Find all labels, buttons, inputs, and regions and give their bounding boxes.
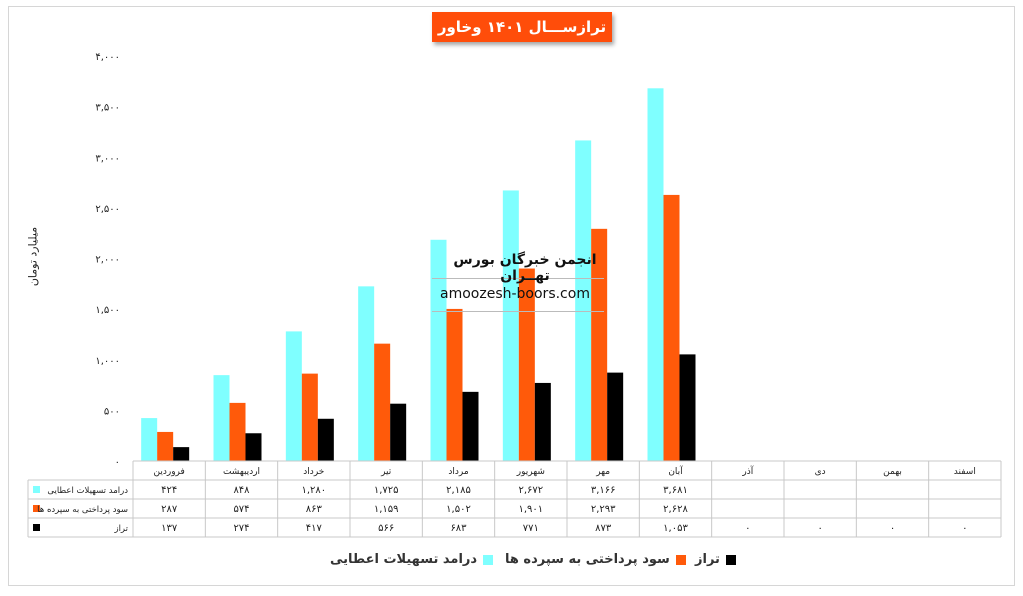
category-label: آبان xyxy=(668,465,683,477)
table-series-swatch-2 xyxy=(33,505,40,512)
table-cell-value: ۱,۹۰۱ xyxy=(518,504,543,515)
table-cell-value: ۲,۶۷۲ xyxy=(518,485,543,496)
table-cell-value: ۲,۲۹۳ xyxy=(591,504,616,515)
category-label: آذر xyxy=(741,465,753,477)
table-cell-value: ۰ xyxy=(817,523,822,534)
table-cell-value: ۳,۱۶۶ xyxy=(591,485,616,496)
table-cell-value: ۶۸۳ xyxy=(450,523,467,534)
table-series-swatch-1 xyxy=(33,486,40,493)
table-cell-value: ۱,۵۰۲ xyxy=(446,504,471,515)
bar-1-7 xyxy=(575,140,592,461)
bar-1-3 xyxy=(285,331,302,461)
category-label: خرداد xyxy=(303,467,324,477)
table-cell-value: ۲۸۷ xyxy=(161,504,178,515)
bar-3-2 xyxy=(245,433,262,461)
table-cell-value: ۰ xyxy=(745,523,750,534)
table-cell-value: ۲۷۴ xyxy=(233,523,249,534)
bar-1-1 xyxy=(141,418,158,461)
table-cell-value: ۴۱۷ xyxy=(306,523,323,534)
bar-1-8 xyxy=(647,88,664,461)
table-cell-value: ۵۶۶ xyxy=(378,523,394,534)
category-label: مهر xyxy=(595,467,610,477)
category-label: دی xyxy=(815,467,826,477)
table-series-swatch-3 xyxy=(33,524,40,531)
category-label: بهمن xyxy=(883,467,902,477)
table-cell-value: ۱,۰۵۳ xyxy=(663,523,688,534)
bar-1-4 xyxy=(358,286,375,461)
y-tick-label: ۵۰۰ xyxy=(104,406,120,417)
table-cell-value: ۱,۱۵۹ xyxy=(374,504,399,515)
y-tick-label: ۰ xyxy=(115,457,120,468)
legend-label-deposit-interest: سود پرداختی به سپرده ها xyxy=(505,552,670,567)
legend-item-deposit-interest: سود پرداختی به سپرده ها xyxy=(505,552,686,567)
legend-item-balance: تراز xyxy=(695,552,736,567)
watermark-org-name: انجمن خبرگان بورس تهــران xyxy=(453,252,597,284)
bar-1-6 xyxy=(502,190,519,461)
chart-title: ترازســـال ۱۴۰۱ وخاور xyxy=(432,12,612,42)
legend-label-balance: تراز xyxy=(695,552,720,567)
bar-2-1 xyxy=(157,431,174,461)
watermark-rule-bottom xyxy=(432,311,604,312)
legend-label-loan-income: درامد تسهیلات اعطایی xyxy=(330,552,478,567)
bar-2-6 xyxy=(518,268,535,461)
legend-swatch-balance xyxy=(725,554,736,565)
bar-3-4 xyxy=(390,403,407,461)
bar-2-7 xyxy=(591,228,608,461)
table-series-name-1: درامد تسهیلات اعطایی xyxy=(47,486,128,496)
bar-3-5 xyxy=(462,391,479,461)
y-tick-label: ۳,۵۰۰ xyxy=(95,103,120,114)
table-cell-value: ۵۷۴ xyxy=(233,504,249,515)
table-cell-value: ۱,۷۲۵ xyxy=(374,485,399,496)
y-tick-label: ۴,۰۰۰ xyxy=(95,52,120,63)
table-cell-value: ۲,۱۸۵ xyxy=(446,485,471,496)
category-label: شهریور xyxy=(516,467,545,477)
table-cell-value: ۴۲۴ xyxy=(161,485,177,496)
legend-swatch-deposit-interest xyxy=(675,554,686,565)
y-tick-label: ۲,۰۰۰ xyxy=(95,255,120,266)
y-tick-label: ۱,۰۰۰ xyxy=(95,356,120,367)
category-label: تیر xyxy=(380,467,392,477)
bar-1-5 xyxy=(430,239,447,461)
bar-2-5 xyxy=(446,308,463,461)
bar-1-2 xyxy=(213,375,230,461)
table-cell-value: ۰ xyxy=(890,523,895,534)
table-cell-value: ۳,۶۸۱ xyxy=(663,485,688,496)
watermark-url: amoozesh-boors.com xyxy=(440,286,590,302)
bar-3-7 xyxy=(607,372,624,461)
bar-3-6 xyxy=(534,382,551,461)
table-cell-value: ۱۳۷ xyxy=(161,523,178,534)
bar-2-4 xyxy=(374,343,391,461)
bar-3-8 xyxy=(679,354,696,461)
bar-2-3 xyxy=(301,373,318,461)
legend: درامد تسهیلات اعطایی سود پرداختی به سپرد… xyxy=(0,552,1023,572)
table-series-name-2: سود پرداختی به سپرده ها xyxy=(37,505,128,515)
legend-item-loan-income: درامد تسهیلات اعطایی xyxy=(330,552,494,567)
bar-3-3 xyxy=(317,418,334,461)
table-cell-value: ۲,۶۲۸ xyxy=(663,504,688,515)
y-tick-label: ۳,۰۰۰ xyxy=(95,153,120,164)
table-cell-value: ۸۶۳ xyxy=(306,504,323,515)
category-label: اردیبهشت xyxy=(223,467,260,477)
table-cell-value: ۷۷۱ xyxy=(523,523,539,534)
table-cell-value: ۸۴۸ xyxy=(233,485,250,496)
table-cell-value: ۸۷۳ xyxy=(595,523,612,534)
legend-swatch-loan-income xyxy=(483,554,494,565)
watermark-rule-top xyxy=(432,278,604,279)
category-label: اسفند xyxy=(954,467,976,477)
chart-frame xyxy=(8,6,1015,586)
y-tick-label: ۱,۵۰۰ xyxy=(95,305,120,316)
bar-2-2 xyxy=(229,402,246,461)
category-label: مرداد xyxy=(448,467,468,477)
table-cell-value: ۰ xyxy=(962,523,967,534)
bar-2-8 xyxy=(663,194,680,462)
y-tick-label: ۲,۵۰۰ xyxy=(95,204,120,215)
table-series-name-3: تراز xyxy=(113,524,128,534)
table-cell-value: ۱,۲۸۰ xyxy=(301,485,326,496)
category-label: فروردین xyxy=(154,467,185,477)
bar-3-1 xyxy=(173,447,190,461)
